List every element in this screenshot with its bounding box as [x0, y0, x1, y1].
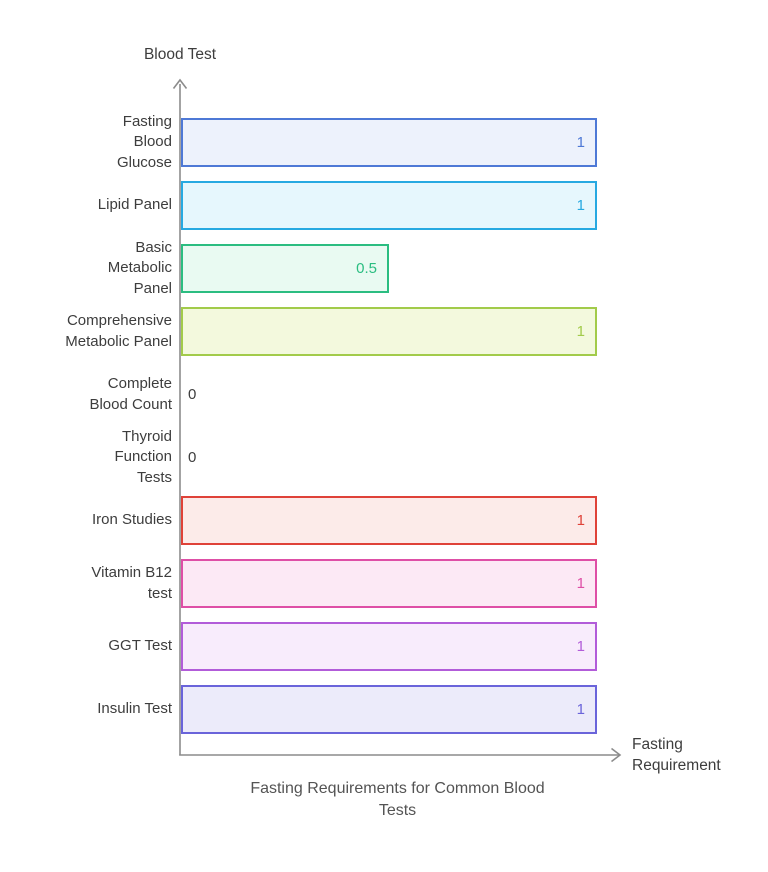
bar-value-label: 1: [576, 134, 585, 151]
x-axis-title-line: Requirement: [632, 757, 721, 774]
y-axis-arrow-icon: [172, 78, 188, 89]
category-label-line: Blood Count: [89, 395, 172, 413]
category-label-comprehensive-metabolic-panel: Comprehensive Metabolic Panel: [30, 307, 172, 356]
category-label-line: GGT Test: [108, 637, 172, 655]
bar-value-label: 1: [576, 512, 585, 529]
category-label-vitamin-b12-test: Vitamin B12 test: [30, 559, 172, 608]
zero-value-label: 0: [188, 449, 197, 466]
category-label-fasting-blood-glucose: Fasting Blood Glucose: [30, 113, 172, 171]
category-label-thyroid-function-tests: Thyroid Function Tests: [30, 428, 172, 486]
category-label-complete-blood-count: Complete Blood Count: [30, 370, 172, 419]
category-label-line: Metabolic: [107, 259, 172, 277]
bar-value-label: 1: [576, 323, 585, 340]
category-label-line: test: [147, 584, 172, 602]
category-label-line: Panel: [133, 279, 172, 297]
category-label-line: Complete: [107, 375, 172, 392]
category-label-ggt-test: GGT Test: [30, 622, 172, 671]
bar-value-label: 1: [576, 701, 585, 718]
category-label-line: Function: [114, 448, 172, 466]
x-axis-title-line: Fasting: [632, 736, 683, 753]
chart-title: Fasting Requirements for Common Blood Tes…: [180, 778, 615, 822]
bar-ggt-test: 1: [181, 622, 597, 671]
bar-insulin-test: 1: [181, 685, 597, 734]
zero-value-label: 0: [188, 386, 197, 403]
y-axis-title: Blood Test: [143, 46, 217, 63]
bar-value-label: 1: [576, 575, 585, 592]
category-label-line: Blood: [133, 133, 172, 151]
category-label-line: Fasting: [122, 112, 172, 130]
category-label-line: Comprehensive: [66, 312, 172, 329]
category-label-basic-metabolic-panel: Basic Metabolic Panel: [30, 239, 172, 297]
category-label-line: Tests: [136, 468, 172, 486]
category-label-line: Thyroid: [121, 427, 172, 445]
bar-value-label: 1: [576, 197, 585, 214]
bar-fasting-blood-glucose: 1: [181, 118, 597, 167]
x-axis-title: Fasting Requirement: [632, 734, 752, 776]
bar-value-label: 1: [576, 638, 585, 655]
plot-rows: 1 1 0.5 1 0 0 1 1 1 1: [181, 118, 597, 758]
category-label-insulin-test: Insulin Test: [30, 685, 172, 734]
bar-lipid-panel: 1: [181, 181, 597, 230]
category-label-line: Basic: [135, 238, 172, 256]
category-labels: Fasting Blood Glucose Lipid Panel Basic Metab…: [30, 113, 172, 758]
bar-basic-metabolic-panel: 0.5: [181, 244, 389, 293]
category-label-line: Glucose: [116, 153, 172, 171]
bar-vitamin-b12-test: 1: [181, 559, 597, 608]
category-label-iron-studies: Iron Studies: [30, 496, 172, 545]
category-label-line: Metabolic Panel: [65, 332, 172, 350]
category-label-line: Insulin Test: [97, 700, 172, 718]
bar-comprehensive-metabolic-panel: 1: [181, 307, 597, 356]
chart-title-line: Tests: [378, 802, 417, 819]
category-label-line: Iron Studies: [91, 511, 172, 529]
bar-iron-studies: 1: [181, 496, 597, 545]
category-label-line: Lipid Panel: [97, 196, 172, 214]
category-label-lipid-panel: Lipid Panel: [30, 181, 172, 230]
bar-value-label: 0.5: [356, 260, 377, 277]
chart-title-line: Fasting Requirements for Common Blood: [250, 780, 545, 797]
x-axis-arrow-icon: [611, 747, 622, 763]
category-label-line: Vitamin B12: [91, 564, 172, 581]
